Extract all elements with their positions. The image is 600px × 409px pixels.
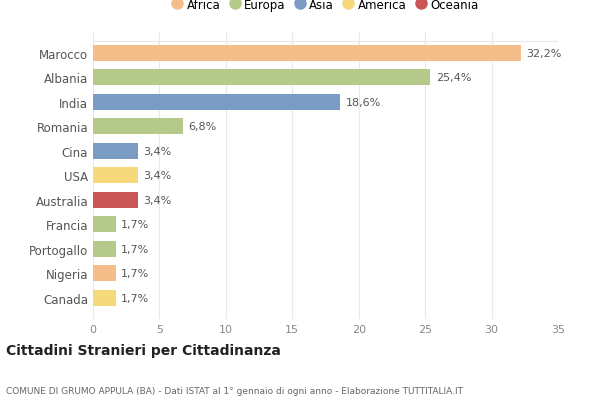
Text: 3,4%: 3,4% — [143, 171, 172, 181]
Bar — [93, 144, 138, 160]
Text: COMUNE DI GRUMO APPULA (BA) - Dati ISTAT al 1° gennaio di ogni anno - Elaborazio: COMUNE DI GRUMO APPULA (BA) - Dati ISTAT… — [6, 386, 463, 395]
Bar — [93, 46, 521, 62]
Bar — [93, 241, 116, 257]
Text: 3,4%: 3,4% — [143, 146, 172, 156]
Text: Cittadini Stranieri per Cittadinanza: Cittadini Stranieri per Cittadinanza — [6, 343, 281, 357]
Text: 6,8%: 6,8% — [188, 122, 217, 132]
Text: 1,7%: 1,7% — [121, 220, 149, 230]
Text: 3,4%: 3,4% — [143, 196, 172, 205]
Bar — [93, 119, 184, 135]
Bar — [93, 266, 116, 281]
Text: 1,7%: 1,7% — [121, 269, 149, 279]
Bar — [93, 290, 116, 306]
Text: 18,6%: 18,6% — [346, 98, 380, 108]
Text: 32,2%: 32,2% — [526, 49, 562, 58]
Text: 1,7%: 1,7% — [121, 293, 149, 303]
Bar — [93, 94, 340, 110]
Bar — [93, 168, 138, 184]
Legend: Africa, Europa, Asia, America, Oceania: Africa, Europa, Asia, America, Oceania — [168, 0, 483, 17]
Bar — [93, 70, 430, 86]
Text: 1,7%: 1,7% — [121, 244, 149, 254]
Text: 25,4%: 25,4% — [436, 73, 471, 83]
Bar — [93, 192, 138, 208]
Bar — [93, 217, 116, 233]
